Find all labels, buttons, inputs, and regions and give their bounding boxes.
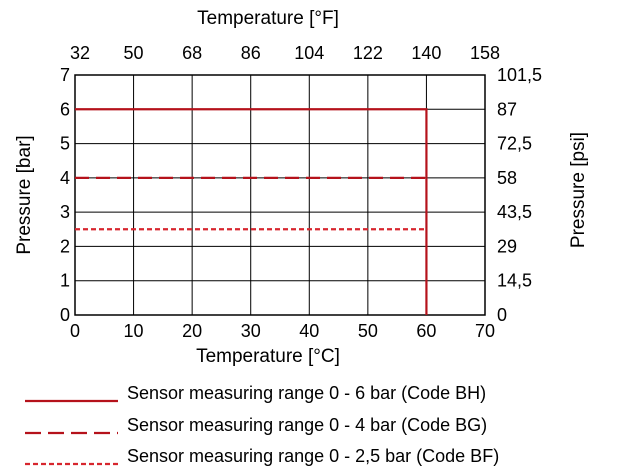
legend-label-bf: Sensor measuring range 0 - 2,5 bar (Code… xyxy=(127,446,499,466)
x-bottom-tick-label: 60 xyxy=(416,321,436,341)
x-top-tick-label: 50 xyxy=(124,43,144,63)
y-right-tick-label: 101,5 xyxy=(497,65,542,85)
y-left-tick-label: 5 xyxy=(60,134,70,154)
series-layer xyxy=(75,108,428,315)
plot-frame xyxy=(74,74,486,316)
x-bottom-tick-label: 0 xyxy=(70,321,80,341)
x-bottom-axis-title: Temperature [°C] xyxy=(196,346,340,367)
legend-label-bg: Sensor measuring range 0 - 4 bar (Code B… xyxy=(127,415,487,435)
y-right-tick-label: 72,5 xyxy=(497,134,532,154)
x-top-tick-label: 158 xyxy=(470,43,500,63)
x-top-axis-title: Temperature [°F] xyxy=(197,8,339,29)
grid xyxy=(75,75,485,315)
x-top-tick-label: 140 xyxy=(411,43,441,63)
y-right-tick-label: 0 xyxy=(497,305,507,325)
x-bottom-tick-label: 50 xyxy=(358,321,378,341)
y-left-tick-label: 1 xyxy=(60,271,70,291)
legend: Sensor measuring range 0 - 6 bar (Code B… xyxy=(25,383,499,466)
x-top-tick-label: 86 xyxy=(241,43,261,63)
y-left-tick-label: 2 xyxy=(60,236,70,256)
series-line-0 xyxy=(75,108,428,315)
y-left-tick-label: 7 xyxy=(60,65,70,85)
x-bottom-tick-label: 40 xyxy=(299,321,319,341)
y-left-tick-label: 6 xyxy=(60,99,70,119)
y-right-tick-label: 58 xyxy=(497,168,517,188)
x-bottom-tick-label: 20 xyxy=(182,321,202,341)
y-right-tick-label: 43,5 xyxy=(497,202,532,222)
x-top-tick-label: 68 xyxy=(182,43,202,63)
y-left-axis-title: Pressure [bar] xyxy=(14,135,35,254)
y-right-tick-label: 14,5 xyxy=(497,271,532,291)
x-bottom-tick-label: 70 xyxy=(475,321,495,341)
y-right-tick-label: 29 xyxy=(497,236,517,256)
y-right-axis-title: Pressure [psi] xyxy=(568,132,589,248)
y-left-tick-label: 0 xyxy=(60,305,70,325)
y-left-tick-label: 4 xyxy=(60,168,70,188)
x-bottom-tick-label: 30 xyxy=(241,321,261,341)
x-top-tick-label: 122 xyxy=(353,43,383,63)
x-top-tick-label: 32 xyxy=(70,43,90,63)
y-right-tick-label: 87 xyxy=(497,99,517,119)
y-left-tick-label: 3 xyxy=(60,202,70,222)
legend-label-bh: Sensor measuring range 0 - 6 bar (Code B… xyxy=(127,383,486,403)
x-top-tick-label: 104 xyxy=(294,43,324,63)
x-bottom-tick-label: 10 xyxy=(124,321,144,341)
